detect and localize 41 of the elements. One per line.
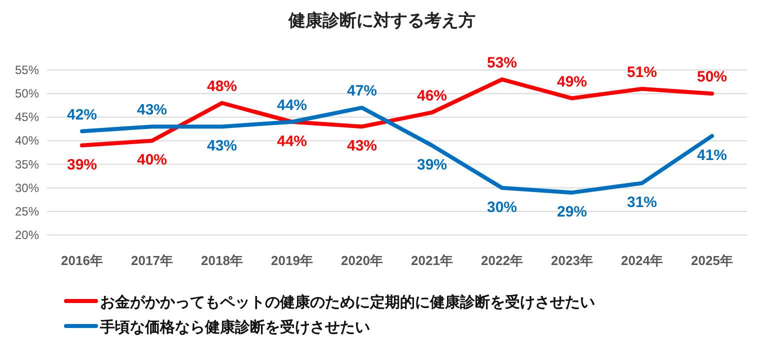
data-label: 39% <box>66 156 98 174</box>
x-tick-label: 2025年 <box>691 253 733 268</box>
y-tick-label: 40% <box>14 134 40 148</box>
y-tick-label: 25% <box>14 204 40 218</box>
y-tick-label: 20% <box>14 228 40 242</box>
data-label: 31% <box>626 194 658 212</box>
data-label: 41% <box>696 147 728 164</box>
data-label: 49% <box>556 73 588 90</box>
data-label: 44% <box>276 132 308 150</box>
data-label: 51% <box>626 64 658 81</box>
data-label: 29% <box>556 204 588 221</box>
x-tick-label: 2019年 <box>271 253 313 268</box>
data-label: 42% <box>66 106 98 124</box>
data-label: 53% <box>486 54 518 72</box>
x-tick-label: 2024年 <box>621 253 663 268</box>
data-label: 47% <box>346 82 378 100</box>
data-label: 39% <box>416 156 448 174</box>
y-tick-label: 30% <box>14 180 40 195</box>
data-label: 43% <box>136 102 168 119</box>
y-tick-label: 35% <box>14 157 40 172</box>
data-label: 50% <box>696 68 728 86</box>
y-tick-label: 45% <box>14 110 40 124</box>
x-tick-label: 2017年 <box>131 253 173 268</box>
x-tick-label: 2020年 <box>341 253 383 268</box>
chart-title: 健康診断に対する考え方 <box>288 11 476 30</box>
x-tick-label: 2018年 <box>201 253 243 268</box>
legend-label: お金がかかってもペットの健康のために定期的に健康診断を受けさせたい <box>100 293 595 311</box>
data-label: 40% <box>136 152 168 169</box>
x-tick-label: 2021年 <box>411 253 453 268</box>
legend-label: 手頃な価格なら健康診断を受けさせたい <box>99 318 370 336</box>
data-label: 46% <box>416 87 448 104</box>
data-label: 30% <box>486 198 518 216</box>
y-tick-label: 55% <box>14 63 40 77</box>
data-label: 43% <box>206 138 238 155</box>
x-tick-label: 2016年 <box>61 253 103 268</box>
data-label: 48% <box>206 78 238 95</box>
y-tick-label: 50% <box>14 86 40 101</box>
x-tick-label: 2023年 <box>551 253 593 268</box>
x-tick-label: 2022年 <box>481 253 523 268</box>
data-label: 43% <box>346 138 378 155</box>
data-label: 44% <box>276 96 308 114</box>
